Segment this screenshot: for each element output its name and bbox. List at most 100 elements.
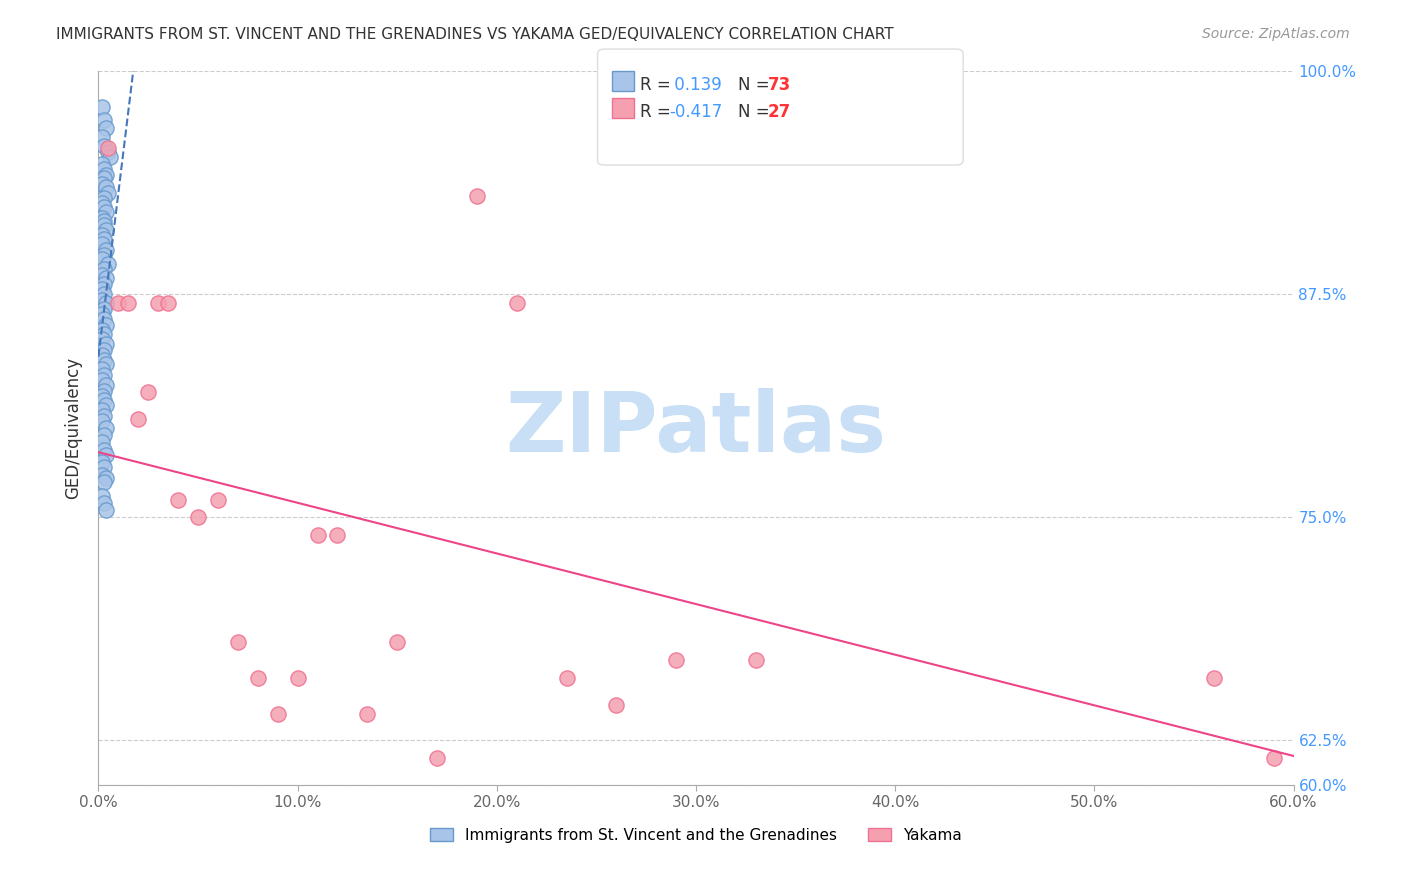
Point [96,243,118,257]
Point [91,373,114,387]
Point [93,214,115,228]
Point [226,635,249,649]
Point [93,218,115,232]
Text: IMMIGRANTS FROM ST. VINCENT AND THE GRENADINES VS YAKAMA GED/EQUIVALENCY CORRELA: IMMIGRANTS FROM ST. VINCENT AND THE GREN… [56,27,894,42]
Point [91,323,114,337]
Point [93,200,115,214]
Point [96,271,118,285]
Point [96,378,118,392]
Point [93,326,115,341]
Point [605,698,627,712]
Point [1202,671,1225,685]
Point [91,435,114,450]
Point [93,460,115,475]
Point [93,112,115,127]
Point [167,492,190,507]
Point [91,130,114,145]
Text: N =: N = [738,103,775,120]
Point [1263,751,1285,765]
Point [157,296,180,310]
Point [93,287,115,301]
Text: 27: 27 [768,103,792,120]
Text: ZIPatlas: ZIPatlas [506,388,886,468]
Point [665,653,688,667]
Text: R =: R = [640,76,676,94]
Point [93,353,115,368]
Point [96,448,118,462]
Point [91,282,114,296]
Point [246,671,269,685]
Point [287,671,309,685]
Point [93,343,115,357]
Point [91,157,114,171]
Point [96,398,118,412]
Point [91,414,114,428]
Point [91,455,114,469]
Point [93,171,115,186]
Point [93,475,115,489]
Point [93,301,115,316]
Point [97,186,120,200]
Point [91,403,114,417]
Point [506,296,529,310]
Point [96,168,118,182]
Point [96,121,118,136]
Point [127,412,149,426]
Point [91,177,114,191]
Point [96,421,118,435]
Point [745,653,768,667]
Point [93,392,115,407]
Point [117,296,139,310]
Point [136,385,159,400]
Point [96,223,118,237]
Point [93,162,115,177]
Point [91,268,114,282]
Point [555,671,578,685]
Point [93,312,115,326]
Point [96,180,118,194]
Point [96,205,118,219]
Point [93,368,115,382]
Text: R =: R = [640,103,676,120]
Point [465,189,488,203]
Point [91,196,114,211]
Point [426,751,449,765]
Point [97,145,120,159]
Point [96,296,118,310]
Point [93,384,115,398]
Point [93,428,115,442]
Point [93,262,115,277]
Point [96,471,118,485]
Point [91,293,114,307]
Point [97,141,120,155]
Point [91,489,114,503]
Text: 0.139: 0.139 [669,76,723,94]
Point [93,409,115,423]
Point [91,237,114,252]
Point [96,337,118,351]
Point [93,442,115,457]
Legend: Immigrants from St. Vincent and the Grenadines, Yakama: Immigrants from St. Vincent and the Gren… [425,822,967,848]
Text: 73: 73 [768,76,792,94]
Point [107,296,129,310]
Point [91,100,114,114]
Point [326,528,349,542]
Point [91,307,114,321]
Point [207,492,229,507]
Point [91,389,114,403]
Point [91,467,114,482]
Point [307,528,329,542]
Point [91,211,114,225]
Point [93,232,115,246]
Text: N =: N = [738,76,775,94]
Point [356,706,378,721]
Point [93,191,115,205]
Point [267,706,290,721]
Point [91,348,114,362]
Text: -0.417: -0.417 [669,103,723,120]
Text: Source: ZipAtlas.com: Source: ZipAtlas.com [1202,27,1350,41]
Point [97,257,120,271]
Y-axis label: GED/Equivalency: GED/Equivalency [65,357,83,500]
Point [385,635,409,649]
Point [91,332,114,346]
